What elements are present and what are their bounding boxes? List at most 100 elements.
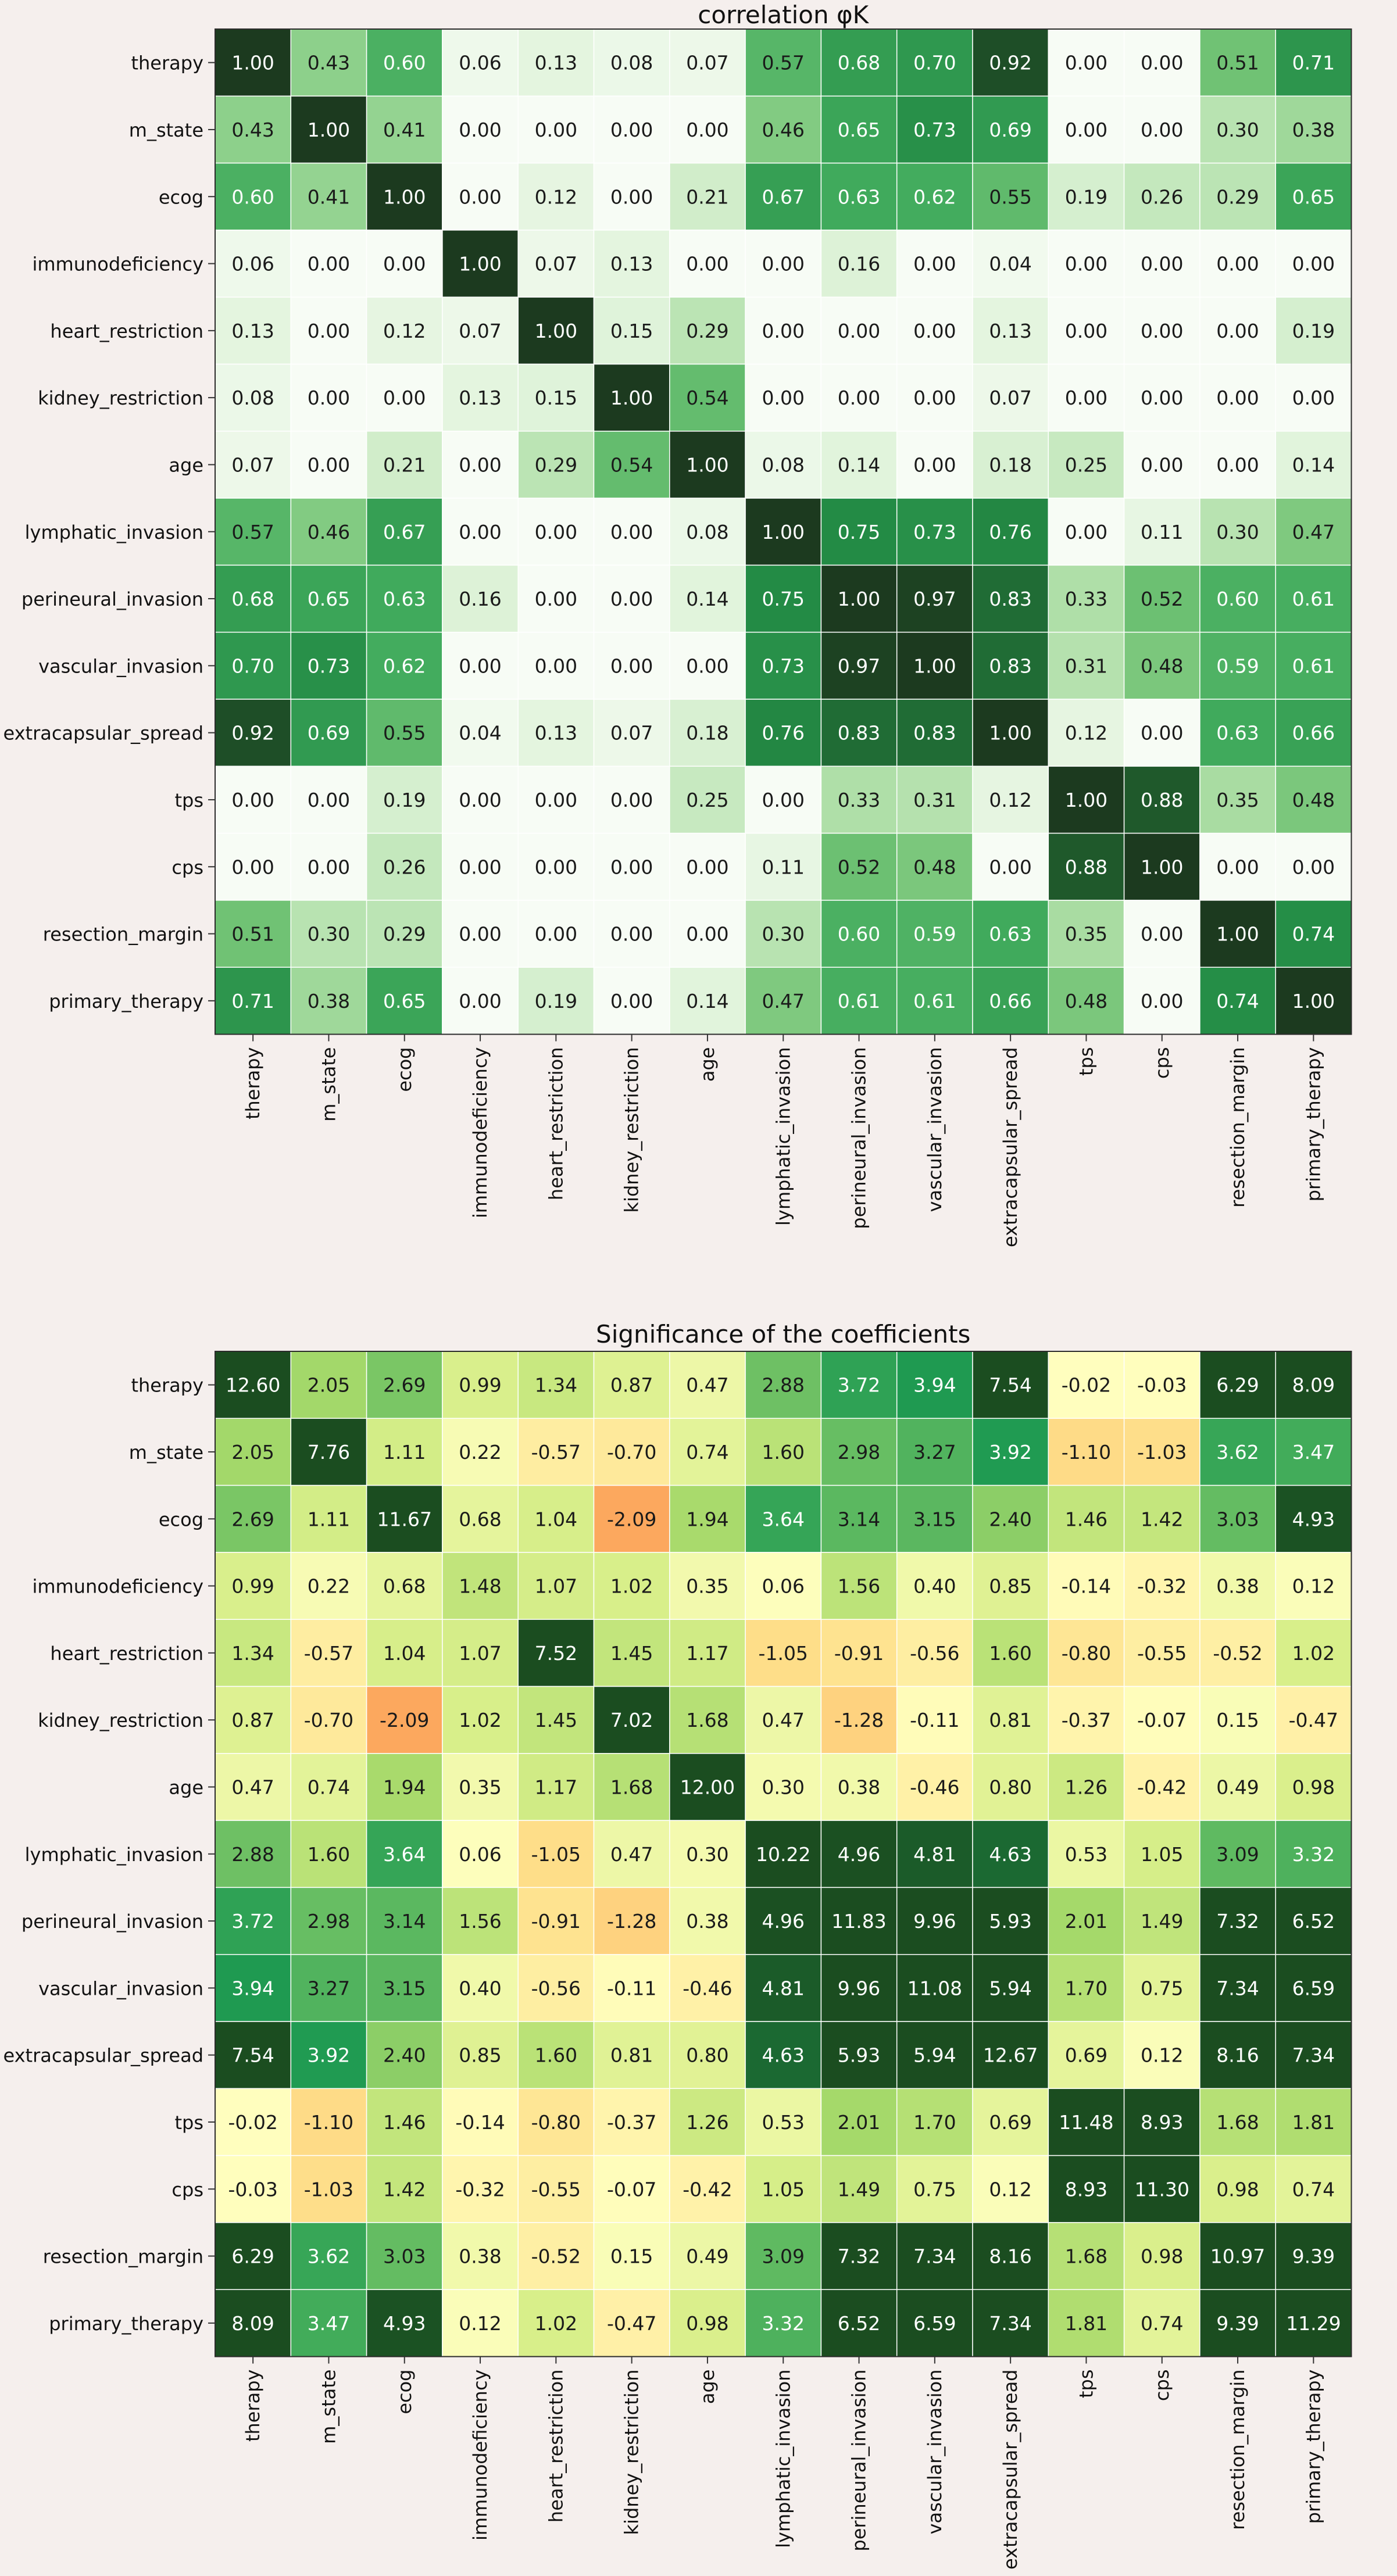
heatmap-cell — [745, 2222, 822, 2290]
heatmap-cell — [1199, 1686, 1276, 1754]
heatmap-cell — [972, 564, 1049, 633]
chart-title: Significance of the coefficients — [596, 1320, 970, 1348]
cell-value-label: 0.83 — [989, 588, 1031, 610]
cell-value-label: 0.07 — [610, 722, 653, 745]
cell-value-label: 0.12 — [535, 185, 577, 208]
heatmap-cell — [669, 498, 746, 566]
cell-value-label: -0.55 — [531, 2178, 581, 2201]
heatmap-cell — [215, 1552, 292, 1620]
heatmap-cell — [745, 1619, 822, 1687]
cell-value-label: 0.68 — [459, 1508, 501, 1530]
cell-value-label: 3.32 — [762, 2312, 805, 2335]
cell-value-label: -0.57 — [531, 1441, 581, 1464]
heatmap-cell — [366, 699, 443, 767]
cell-value-label: 2.98 — [838, 1441, 880, 1464]
cell-value-label: 0.65 — [838, 119, 880, 141]
heatmap-cell — [745, 2088, 822, 2156]
heatmap-cell — [896, 631, 973, 700]
heatmap-cell — [517, 363, 595, 432]
heatmap-cell — [896, 2088, 973, 2156]
heatmap-cell — [669, 2222, 746, 2290]
heatmap-cell — [896, 95, 973, 164]
heatmap-cell — [442, 95, 519, 164]
heatmap-cell — [1199, 631, 1276, 700]
heatmap-cell — [669, 1619, 746, 1687]
cell-value-label: 0.00 — [535, 923, 577, 946]
heatmap-cell — [896, 2021, 973, 2090]
heatmap-cell — [896, 296, 973, 365]
cell-value-label: 11.29 — [1286, 2312, 1341, 2335]
cell-value-label: 0.00 — [838, 320, 880, 342]
heatmap-cell — [896, 2222, 973, 2290]
cell-value-label: -1.05 — [531, 1843, 581, 1866]
heatmap-cell — [366, 1954, 443, 2022]
cell-value-label: 1.68 — [1216, 2111, 1259, 2134]
heatmap-cell — [1048, 765, 1125, 834]
y-tick-label: lymphatic_invasion — [25, 1844, 203, 1866]
cell-value-label: 0.12 — [459, 2312, 501, 2335]
cell-value-label: 7.32 — [1216, 1910, 1259, 1933]
cell-value-label: 1.70 — [1065, 1977, 1107, 1999]
cell-value-label: 0.55 — [383, 722, 426, 745]
heatmap-cell — [215, 431, 292, 499]
cell-value-label: 0.00 — [459, 521, 501, 543]
cell-value-label: 3.14 — [838, 1508, 880, 1530]
heatmap-cell — [1275, 363, 1352, 432]
heatmap-cell — [366, 832, 443, 901]
heatmap-cell — [1048, 2021, 1125, 2090]
cell-value-label: 0.88 — [1065, 856, 1107, 878]
heatmap-cell — [442, 1686, 519, 1754]
heatmap-cell — [669, 564, 746, 633]
heatmap-cell — [290, 1820, 367, 1888]
y-tick-label: primary_therapy — [49, 990, 203, 1012]
heatmap-cell — [1123, 1351, 1201, 1419]
heatmap-cell — [745, 162, 822, 231]
cell-value-label: 1.00 — [1065, 789, 1107, 811]
heatmap-cell — [669, 28, 746, 97]
heatmap-cell — [896, 1887, 973, 1955]
cell-value-label: 11.83 — [831, 1910, 886, 1933]
cell-value-label: 0.30 — [762, 1776, 805, 1798]
heatmap-cell — [290, 967, 367, 1035]
cell-value-label: 0.25 — [686, 789, 728, 811]
heatmap-cell — [290, 1887, 367, 1955]
cell-value-label: 0.15 — [610, 2245, 653, 2268]
cell-value-label: 1.00 — [610, 387, 653, 409]
x-tick-label: perineural_invasion — [848, 2370, 870, 2552]
cell-value-label: 7.02 — [610, 1709, 653, 1731]
heatmap-cell — [593, 95, 670, 164]
cell-value-label: 0.00 — [1065, 253, 1107, 276]
cell-value-label: 0.00 — [459, 654, 501, 677]
cell-value-label: 3.92 — [989, 1441, 1031, 1464]
heatmap-cell — [972, 1887, 1049, 1955]
heatmap-cell — [442, 631, 519, 700]
cell-value-label: 0.46 — [762, 119, 805, 141]
heatmap-cell — [669, 1954, 746, 2022]
cell-value-label: 1.00 — [1141, 856, 1183, 878]
cell-value-label: 0.38 — [838, 1776, 880, 1798]
heatmap-cell — [820, 1484, 898, 1553]
cell-value-label: 0.00 — [459, 453, 501, 476]
cell-value-label: 8.09 — [231, 2312, 274, 2335]
cell-value-label: 1.49 — [838, 2178, 880, 2201]
heatmap-cell — [1048, 2155, 1125, 2223]
heatmap-cell — [745, 2289, 822, 2357]
heatmap-cell — [1048, 2222, 1125, 2290]
heatmap-cell — [745, 1418, 822, 1486]
cell-value-label: 0.00 — [1141, 990, 1183, 1012]
cell-value-label: 1.02 — [459, 1709, 501, 1731]
heatmap-cell — [442, 1418, 519, 1486]
cell-value-label: 0.07 — [231, 453, 274, 476]
cell-value-label: 0.74 — [1216, 990, 1259, 1012]
cell-value-label: 0.00 — [913, 387, 956, 409]
cell-value-label: 0.00 — [383, 253, 426, 276]
heatmap-cell — [820, 631, 898, 700]
cell-value-label: 0.67 — [762, 185, 805, 208]
cell-value-label: 10.22 — [756, 1843, 810, 1866]
heatmap-cell — [745, 900, 822, 968]
cell-value-label: 0.97 — [913, 588, 956, 610]
heatmap-cell — [1199, 1418, 1276, 1486]
x-tick-label: immunodeficiency — [469, 1047, 491, 1219]
y-tick-label: heart_restriction — [50, 320, 203, 342]
cell-value-label: 0.06 — [459, 1843, 501, 1866]
